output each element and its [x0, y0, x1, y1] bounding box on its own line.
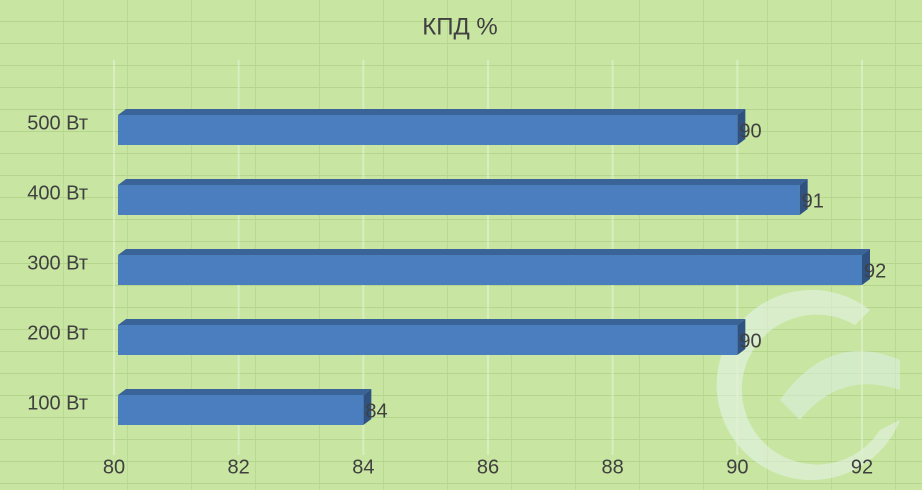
- data-label: 84: [365, 400, 387, 422]
- chart-title: КПД %: [422, 13, 498, 40]
- x-tick-label: 84: [352, 456, 374, 478]
- y-tick-label: 400 Вт: [27, 182, 88, 204]
- bar-side: [799, 179, 808, 215]
- y-tick-label: 100 Вт: [27, 392, 88, 414]
- bar-side: [737, 109, 746, 145]
- data-label: 92: [864, 260, 886, 282]
- data-label: 90: [739, 330, 761, 352]
- bar-top: [118, 319, 746, 325]
- bar-side: [862, 249, 870, 285]
- y-tick-label: 200 Вт: [27, 322, 88, 344]
- data-label: 90: [739, 120, 761, 142]
- bar: [118, 115, 738, 145]
- y-tick-label: 300 Вт: [27, 252, 88, 274]
- bar-top: [118, 389, 372, 395]
- x-tick-label: 80: [103, 456, 125, 478]
- y-tick-label: 500 Вт: [27, 112, 88, 134]
- bar: [118, 185, 800, 215]
- bar-top: [118, 249, 870, 255]
- data-label: 91: [802, 190, 824, 212]
- bar: [118, 255, 862, 285]
- bar-side: [737, 319, 746, 355]
- x-tick-label: 86: [477, 456, 499, 478]
- x-tick-label: 88: [602, 456, 624, 478]
- bar-side: [363, 389, 372, 425]
- bar-top: [118, 179, 808, 185]
- bar: [118, 325, 738, 355]
- watermark-logo: [716, 289, 900, 480]
- x-tick-label: 82: [228, 456, 250, 478]
- bar: [118, 395, 364, 425]
- x-tick-label: 90: [726, 456, 748, 478]
- bar-top: [118, 109, 746, 115]
- x-tick-label: 92: [851, 456, 873, 478]
